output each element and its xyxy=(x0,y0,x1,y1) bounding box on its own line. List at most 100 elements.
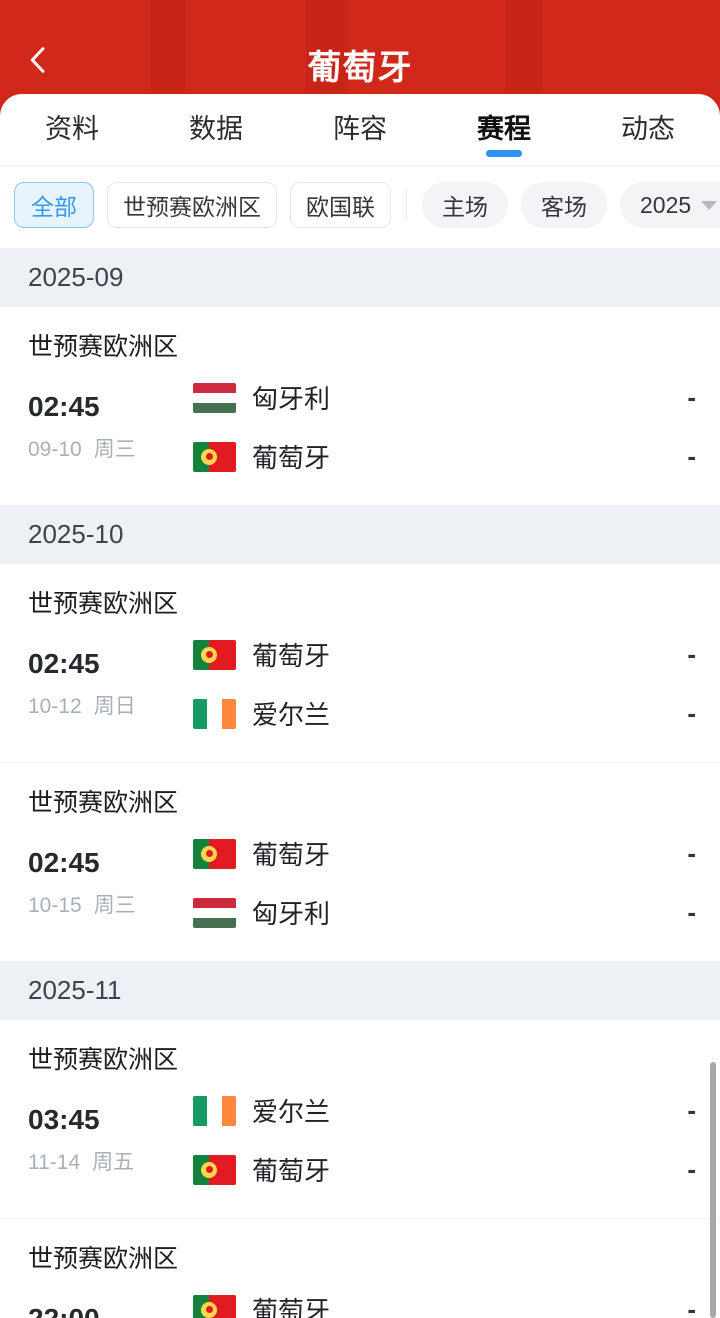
back-button[interactable] xyxy=(10,32,68,88)
match-time-column: 02:45 10-15 周三 xyxy=(28,847,193,919)
competition-label: 世预赛欧洲区 xyxy=(28,333,179,361)
filter-chip-away[interactable]: 客场 xyxy=(521,182,607,228)
filter-chip-label: 2025 xyxy=(640,191,692,218)
team-score: - xyxy=(687,1095,696,1125)
team-name: 葡萄牙 xyxy=(252,840,331,870)
team-row: 葡萄牙 - xyxy=(193,1151,696,1188)
match-row: 02:45 09-10 周三 匈牙利 - 葡萄牙 - xyxy=(0,365,720,505)
match-card[interactable]: 世预赛欧洲区 02:45 10-15 周三 葡萄牙 - 匈牙利 - xyxy=(0,763,720,961)
filter-chip-home[interactable]: 主场 xyxy=(422,182,508,228)
team-row: 匈牙利 - xyxy=(193,379,696,416)
match-card[interactable]: 世预赛欧洲区 03:45 11-14 周五 爱尔兰 - 葡萄牙 - xyxy=(0,1020,720,1218)
match-card[interactable]: 世预赛欧洲区 02:45 10-12 周日 葡萄牙 - 爱尔兰 - xyxy=(0,564,720,762)
filter-chip-all[interactable]: 全部 xyxy=(14,182,94,228)
match-time: 03:45 xyxy=(28,1104,100,1135)
chevron-down-icon xyxy=(701,200,718,210)
match-divider xyxy=(0,762,720,763)
match-weekday: 周三 xyxy=(93,894,136,917)
team-row: 匈牙利 - xyxy=(193,894,696,931)
page-title: 葡萄牙 xyxy=(307,49,413,87)
team-row: 葡萄牙 - xyxy=(193,438,696,475)
match-date-row: 10-12 周日 xyxy=(28,690,193,720)
team-name: 葡萄牙 xyxy=(252,443,331,473)
filter-chip-label: 客场 xyxy=(541,194,587,220)
match-time-column: 02:45 10-12 周日 xyxy=(28,648,193,720)
month-label: 2025-11 xyxy=(28,975,122,1005)
tab-news[interactable]: 动态 xyxy=(621,114,675,144)
match-row: 02:45 10-12 周日 葡萄牙 - 爱尔兰 - xyxy=(0,622,720,762)
back-icon xyxy=(30,47,45,73)
team-row: 葡萄牙 - xyxy=(193,835,696,872)
filter-chip-label: 全部 xyxy=(31,194,77,220)
match-time: 02:45 xyxy=(28,648,100,679)
match-date-row: 11-14 周五 xyxy=(28,1146,193,1176)
competition-label: 世预赛欧洲区 xyxy=(28,590,179,618)
match-row: 03:45 11-14 周五 爱尔兰 - 葡萄牙 - xyxy=(0,1078,720,1218)
team-name: 匈牙利 xyxy=(252,899,331,929)
schedule-list: 2025-09 世预赛欧洲区 02:45 09-10 周三 匈牙利 - 葡萄牙 -2025-10… xyxy=(0,248,720,1318)
match-card[interactable]: 世预赛欧洲区22:0011-16周日葡萄牙-亚美尼亚- xyxy=(0,1219,720,1318)
flag-hungary-icon xyxy=(193,897,236,928)
filter-chip-year[interactable]: 2025 xyxy=(620,182,720,228)
match-time: 02:45 xyxy=(28,847,100,878)
team-score: - xyxy=(687,838,696,868)
tab-schedule[interactable]: 赛程 xyxy=(432,94,576,165)
teams-column: 匈牙利 - 葡萄牙 - xyxy=(193,379,696,475)
filter-chip-nations-league[interactable]: 欧国联 xyxy=(290,182,391,228)
content-card: 资料 数据 阵容 赛程 动态 全部 世预赛欧洲区 欧国联 主场 客场 2025 2025-09 世预… xyxy=(0,94,720,1318)
team-name: 爱尔兰 xyxy=(252,1097,331,1127)
filter-bar: 全部 世预赛欧洲区 欧国联 主场 客场 2025 xyxy=(0,166,720,248)
team-row: 葡萄牙 - xyxy=(193,636,696,673)
match-time-column: 22:0011-16周日 xyxy=(28,1303,193,1318)
filter-chip-label: 世预赛欧洲区 xyxy=(123,194,261,220)
team-score: - xyxy=(687,382,696,412)
match-weekday: 周三 xyxy=(93,438,136,461)
flag-portugal-icon xyxy=(193,1154,236,1185)
match-row: 22:0011-16周日葡萄牙-亚美尼亚- xyxy=(0,1277,720,1318)
match-time-column: 02:45 09-10 周三 xyxy=(28,391,193,463)
scrollbar-thumb[interactable] xyxy=(710,1062,716,1318)
month-header: 2025-09 xyxy=(0,248,720,307)
month-header: 2025-11 xyxy=(0,961,720,1020)
team-score: - xyxy=(687,639,696,669)
flag-hungary-icon xyxy=(193,382,236,413)
match-date: 09-10 xyxy=(28,438,82,461)
filter-chip-label: 主场 xyxy=(442,194,488,220)
match-date-row: 10-15 周三 xyxy=(28,889,193,919)
filter-divider xyxy=(406,190,407,220)
team-name: 葡萄牙 xyxy=(252,1156,331,1186)
team-score: - xyxy=(687,1294,696,1318)
team-name: 匈牙利 xyxy=(252,384,331,414)
tab-profile[interactable]: 资料 xyxy=(45,114,99,144)
match-divider xyxy=(0,1218,720,1219)
month-label: 2025-10 xyxy=(28,519,124,549)
team-name: 葡萄牙 xyxy=(252,641,331,671)
team-score: - xyxy=(687,441,696,471)
match-time: 22:00 xyxy=(28,1303,193,1318)
match-time: 02:45 xyxy=(28,391,100,422)
match-date: 10-12 xyxy=(28,695,82,718)
team-score: - xyxy=(687,698,696,728)
match-weekday: 周五 xyxy=(92,1151,135,1174)
match-row: 02:45 10-15 周三 葡萄牙 - 匈牙利 - xyxy=(0,821,720,961)
teams-column: 葡萄牙-亚美尼亚- xyxy=(193,1291,696,1318)
tab-bar: 资料 数据 阵容 赛程 动态 xyxy=(0,94,720,166)
match-weekday: 周日 xyxy=(93,695,136,718)
flag-portugal-icon xyxy=(193,441,236,472)
flag-ireland-icon xyxy=(193,1095,236,1126)
flag-ireland-icon xyxy=(193,698,236,729)
filter-chip-wcq-europe[interactable]: 世预赛欧洲区 xyxy=(107,182,277,228)
tab-squad[interactable]: 阵容 xyxy=(333,114,387,144)
competition-label: 世预赛欧洲区 xyxy=(28,1046,179,1074)
match-date-row: 09-10 周三 xyxy=(28,433,193,463)
tab-stats[interactable]: 数据 xyxy=(189,114,243,144)
team-name: 葡萄牙 xyxy=(252,1296,331,1318)
match-card[interactable]: 世预赛欧洲区 02:45 09-10 周三 匈牙利 - 葡萄牙 - xyxy=(0,307,720,505)
team-row: 爱尔兰 - xyxy=(193,1092,696,1129)
flag-portugal-icon xyxy=(193,838,236,869)
teams-column: 葡萄牙 - 爱尔兰 - xyxy=(193,636,696,732)
team-score: - xyxy=(687,1154,696,1184)
team-row: 葡萄牙 - xyxy=(193,1291,696,1318)
team-score: - xyxy=(687,897,696,927)
